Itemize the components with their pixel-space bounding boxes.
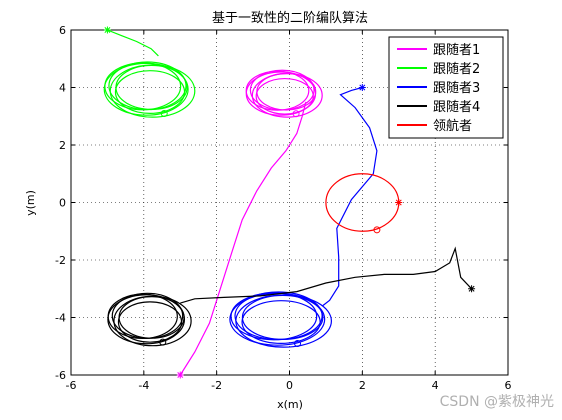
trajectory-line <box>321 86 378 307</box>
x-tick-label: -4 <box>138 379 149 392</box>
start-star-marker <box>395 199 403 206</box>
orbit-loop <box>256 72 317 111</box>
x-tick-label: 4 <box>432 379 439 392</box>
end-circle-marker <box>292 110 300 118</box>
y-tick-label: -4 <box>55 312 66 325</box>
series-4 <box>107 246 476 347</box>
y-tick-label: 0 <box>59 197 66 210</box>
y-tick-label: 2 <box>59 139 66 152</box>
series-1 <box>176 69 323 379</box>
series-5 <box>325 173 403 234</box>
orbit-loop <box>114 70 186 114</box>
x-tick-label: -6 <box>66 379 77 392</box>
end-circle-marker <box>159 338 167 346</box>
trajectory-line <box>179 101 307 376</box>
orbit-loop <box>117 301 183 343</box>
trajectory-line <box>107 29 159 57</box>
series-3 <box>229 84 378 348</box>
chart-title: 基于一致性的二阶编队算法 <box>212 10 368 26</box>
orbit-loop <box>245 70 310 111</box>
legend: 跟随者1 跟随者2 跟随者3 跟随者4 领航者 <box>388 36 504 139</box>
start-star-marker <box>358 84 366 91</box>
x-tick-label: 2 <box>359 379 366 392</box>
end-circle-marker <box>294 340 302 348</box>
x-axis-label: x(m) <box>277 398 303 411</box>
orbit-loop <box>104 62 182 111</box>
series-group <box>103 26 476 379</box>
legend-label: 领航者 <box>433 118 472 134</box>
x-tick-label: -2 <box>211 379 222 392</box>
legend-label: 跟随者3 <box>433 81 480 96</box>
legend-label: 跟随者1 <box>433 43 480 58</box>
orbit-loop <box>107 293 178 340</box>
y-tick-label: 6 <box>59 24 66 37</box>
orbit-loop <box>241 294 324 340</box>
orbit-loop <box>255 77 314 115</box>
y-tick-label: -2 <box>55 254 66 267</box>
y-tick-label: -6 <box>55 369 66 382</box>
orbit-loop <box>230 292 318 341</box>
legend-label: 跟随者4 <box>433 100 480 115</box>
x-tick-label: 6 <box>505 379 512 392</box>
end-circle-marker <box>160 110 168 118</box>
trajectory-line <box>180 246 473 304</box>
series-2 <box>103 26 196 118</box>
x-tick-label: 0 <box>286 379 293 392</box>
y-tick-label: 4 <box>59 82 66 95</box>
axis-ticks: -6 -4 -2 0 2 4 6 -6 -4 -2 0 2 4 6 <box>55 24 511 392</box>
start-star-marker <box>468 285 476 293</box>
legend-label: 跟随者2 <box>433 62 480 77</box>
y-axis-label: y(m) <box>24 190 37 216</box>
grid-lines <box>71 30 508 375</box>
orbit-loop <box>118 296 185 339</box>
watermark-text: CSDN @紫极神光 <box>440 394 554 410</box>
orbit-loop <box>241 300 321 344</box>
start-star-marker <box>176 371 184 379</box>
start-star-marker <box>103 26 111 34</box>
orbit-loop <box>115 64 188 110</box>
end-circle-marker <box>373 226 381 234</box>
